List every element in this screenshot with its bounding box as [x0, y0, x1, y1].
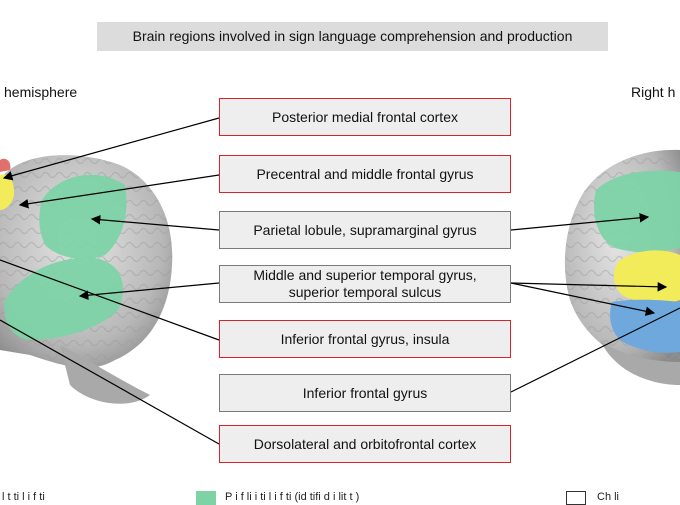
- label-precentral-middle-frontal-gyrus: Precentral and middle frontal gyrus: [219, 155, 511, 193]
- legend-item-3: Ch li: [597, 491, 620, 503]
- legend-item-1: l t ti l i f ti: [2, 491, 45, 503]
- label-dorsolateral-orbitofrontal-cortex: Dorsolateral and orbitofrontal cortex: [219, 425, 511, 463]
- arrow-inferior-frontal-right: [510, 307, 680, 393]
- label-posterior-medial-frontal-cortex: Posterior medial frontal cortex: [219, 98, 511, 136]
- label-parietal-lobule: Parietal lobule, supramarginal gyrus: [219, 211, 511, 249]
- legend-item-2: P i f li i ti l i f ti (id tifi d i lit …: [225, 491, 360, 503]
- label-inferior-frontal-gyrus: Inferior frontal gyrus: [219, 374, 511, 412]
- label-inferior-frontal-gyrus-insula: Inferior frontal gyrus, insula: [219, 320, 511, 358]
- arrow-posterior-medial-frontal: [2, 117, 220, 181]
- left-hemisphere-label: hemisphere: [4, 84, 78, 100]
- arrow-inferior-frontal-insula: [0, 259, 220, 341]
- arrow-parietal-right: [510, 213, 650, 231]
- arrow-temporal-left: [78, 282, 220, 300]
- legend-green-swatch: [196, 491, 216, 505]
- arrow-parietal-left: [90, 214, 220, 231]
- legend-white-swatch: [566, 491, 586, 505]
- arrow-temporal-right-blue: [510, 282, 656, 316]
- arrow-dorsolateral-orbitofrontal: [0, 319, 220, 445]
- arrow-precentral-middle-frontal: [18, 174, 220, 209]
- right-brain-image: [564, 149, 680, 385]
- left-brain-image: [0, 155, 173, 404]
- diagram-title: Brain regions involved in sign language …: [97, 22, 608, 51]
- label-temporal-gyrus: Middle and superior temporal gyrus, supe…: [219, 265, 511, 303]
- arrow-temporal-right-yellow: [510, 281, 668, 292]
- right-hemisphere-label: Right h: [631, 84, 676, 100]
